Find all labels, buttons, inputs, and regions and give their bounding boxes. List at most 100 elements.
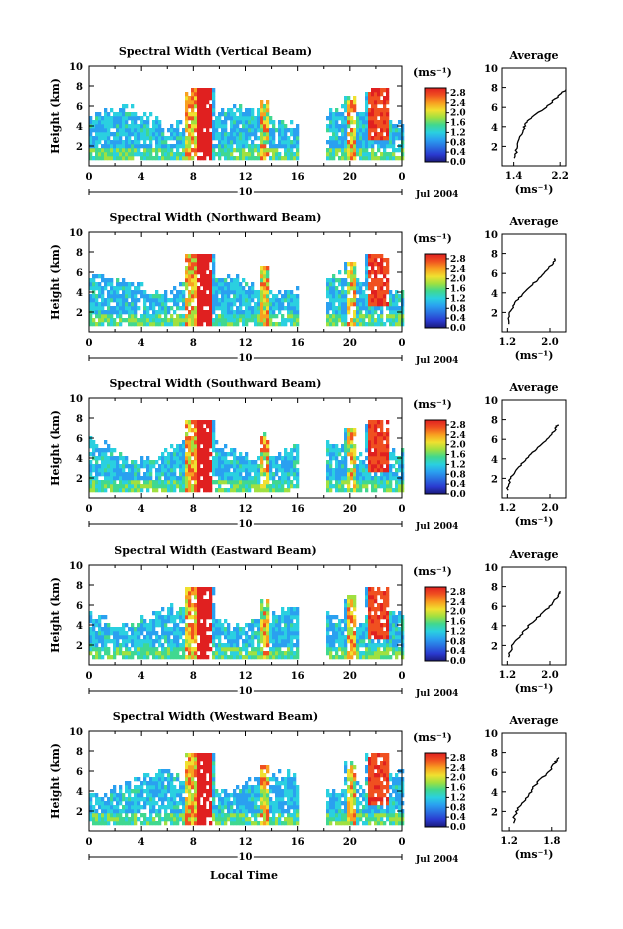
heatmap-cell [344, 282, 348, 287]
heatmap-cell [110, 318, 114, 323]
heatmap-title: Spectral Width (Eastward Beam) [114, 544, 316, 557]
heatmap-cell [380, 120, 384, 125]
heatmap-cell [176, 464, 180, 469]
heatmap-cell [134, 817, 138, 822]
heatmap-cell [185, 278, 189, 283]
heatmap-cell [365, 651, 369, 656]
heatmap-cell [353, 647, 357, 652]
heatmap-cell [188, 793, 192, 798]
heatmap-cell [341, 152, 345, 157]
heatmap-cell [170, 813, 174, 818]
heatmap-cell [398, 148, 402, 153]
heatmap-cell [371, 444, 375, 449]
heatmap-cell [377, 92, 381, 97]
heatmap-cell [110, 310, 114, 315]
heatmap-cell [224, 619, 228, 624]
heatmap-cell [269, 651, 273, 656]
heatmap-cell [194, 294, 198, 299]
heatmap-cell [389, 306, 393, 311]
heatmap-cell [353, 428, 357, 433]
heatmap-cell [131, 302, 135, 307]
heatmap-cell [239, 647, 243, 652]
heatmap-cell [209, 603, 213, 608]
heatmap-cell [329, 635, 333, 640]
heatmap-cell [236, 468, 240, 473]
heatmap-cell [146, 322, 150, 327]
heatmap-cell [155, 310, 159, 315]
heatmap-cell [173, 647, 177, 652]
heatmap-cell [332, 322, 336, 327]
heatmap-cell [221, 647, 225, 652]
heatmap-cell [200, 595, 204, 600]
heatmap-cell [341, 647, 345, 652]
heatmap-cell [224, 464, 228, 469]
heatmap-cell [215, 282, 219, 287]
heatmap-cell [233, 452, 237, 457]
heatmap-cell [227, 302, 231, 307]
heatmap-cell [395, 639, 399, 644]
heatmap-cell [239, 128, 243, 133]
heatmap-cell [179, 607, 183, 612]
heatmap-cell [350, 298, 354, 303]
heatmap-cell [326, 619, 330, 624]
heatmap-cell [161, 140, 165, 145]
heatmap-cell [335, 627, 339, 632]
heatmap-cell [212, 124, 216, 129]
colorbar [424, 253, 447, 329]
heatmap-cell [152, 639, 156, 644]
heatmap-cell [263, 156, 267, 161]
heatmap-cell [230, 298, 234, 303]
heatmap-cell [122, 294, 126, 299]
heatmap-cell [374, 456, 378, 461]
heatmap-cell [389, 136, 393, 141]
heatmap-cell [173, 789, 177, 794]
heatmap-cell [284, 631, 288, 636]
heatmap-cell [269, 310, 273, 315]
heatmap-cell [380, 318, 384, 323]
heatmap-cell [377, 480, 381, 485]
heatmap-cell [107, 318, 111, 323]
heatmap-cell [191, 757, 195, 762]
heatmap-cell [287, 619, 291, 624]
heatmap-cell [374, 258, 378, 263]
heatmap-cell [230, 278, 234, 283]
heatmap-cell [386, 128, 390, 133]
heatmap-cell [272, 120, 276, 125]
heatmap-cell [269, 627, 273, 632]
heatmap-cell [395, 635, 399, 640]
heatmap-cell [290, 144, 294, 149]
heatmap-cell [326, 480, 330, 485]
heatmap-cell [116, 809, 120, 814]
heatmap-cell [227, 136, 231, 141]
heatmap-cell [131, 655, 135, 660]
heatmap-cell [341, 136, 345, 141]
heatmap-cell [197, 480, 201, 485]
heatmap-cell [101, 290, 105, 295]
heatmap-cell [182, 785, 186, 790]
heatmap-cell [365, 262, 369, 267]
heatmap-cell [212, 603, 216, 608]
y-tick-label: 4 [76, 454, 83, 465]
heatmap-cell [212, 480, 216, 485]
heatmap-cell [167, 152, 171, 157]
heatmap-cell [206, 615, 210, 620]
heatmap-cell [116, 456, 120, 461]
heatmap-cell [137, 298, 141, 303]
heatmap-cell [326, 631, 330, 636]
heatmap-cell [155, 144, 159, 149]
heatmap-cell [380, 480, 384, 485]
heatmap-cell [389, 140, 393, 145]
heatmap-cell [104, 132, 108, 137]
heatmap-cell [116, 805, 120, 810]
heatmap-cell [173, 472, 177, 477]
heatmap-cell [215, 120, 219, 125]
heatmap-cell [191, 270, 195, 275]
heatmap-cell [266, 468, 270, 473]
heatmap-cell [137, 801, 141, 806]
heatmap-cell [155, 623, 159, 628]
heatmap-cell [110, 294, 114, 299]
heatmap-cell [188, 148, 192, 153]
heatmap-cell [356, 290, 360, 295]
heatmap-cell [203, 781, 207, 786]
heatmap-cell [350, 428, 354, 433]
